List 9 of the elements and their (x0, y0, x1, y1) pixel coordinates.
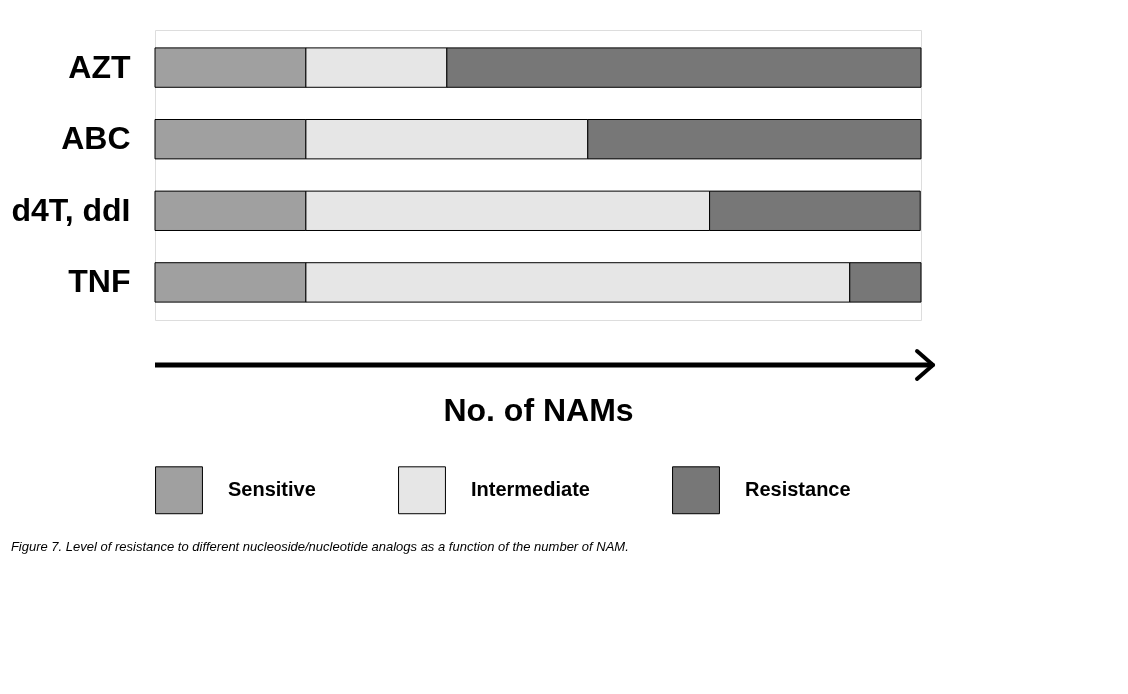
y-tick-label: AZT (68, 48, 131, 85)
y-tick-label: d4T, ddI (11, 191, 131, 228)
x-axis-title: No. of NAMs (443, 391, 634, 428)
y-tick-label: ABC (61, 120, 131, 157)
legend-label: Sensitive (228, 478, 316, 501)
caption: Figure 7. Level of resistance to different nucleoside/nucleotide analogs as a function of the number of NAM. (10, 539, 629, 554)
legend-label: Resistance (745, 478, 851, 501)
legend-label: Intermediate (471, 478, 590, 501)
y-tick-label: TNF (68, 263, 131, 300)
